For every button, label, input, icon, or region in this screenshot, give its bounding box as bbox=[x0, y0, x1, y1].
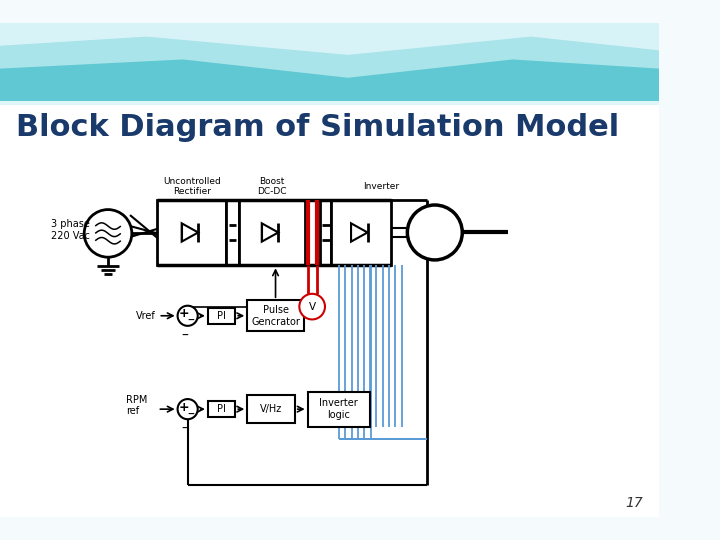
Bar bbox=[158, 199, 226, 266]
Text: –: – bbox=[187, 408, 194, 422]
Text: Boost
DC-DC: Boost DC-DC bbox=[257, 177, 287, 197]
Bar bbox=[307, 392, 370, 427]
Text: V/Hz: V/Hz bbox=[260, 404, 282, 414]
Bar bbox=[247, 300, 304, 332]
Text: 17: 17 bbox=[626, 496, 644, 510]
Bar bbox=[247, 395, 294, 423]
Text: +: + bbox=[179, 401, 189, 414]
Text: PI: PI bbox=[217, 311, 226, 321]
Polygon shape bbox=[0, 23, 659, 124]
Text: Vref: Vref bbox=[135, 311, 156, 321]
Circle shape bbox=[178, 399, 198, 419]
Polygon shape bbox=[0, 100, 659, 105]
Text: +: + bbox=[179, 307, 189, 320]
Text: V: V bbox=[309, 302, 315, 312]
Text: Inverter
logic: Inverter logic bbox=[320, 399, 358, 420]
Bar bbox=[239, 199, 305, 266]
Polygon shape bbox=[0, 100, 659, 517]
Circle shape bbox=[408, 205, 462, 260]
Text: PI: PI bbox=[217, 404, 226, 414]
Bar bbox=[331, 199, 391, 266]
Bar bbox=[208, 401, 235, 417]
Text: Pulse
Gencrator: Pulse Gencrator bbox=[251, 305, 300, 327]
Bar bbox=[320, 199, 331, 266]
Bar bbox=[208, 308, 235, 324]
Text: –: – bbox=[187, 314, 194, 328]
Polygon shape bbox=[0, 23, 659, 55]
Text: –: – bbox=[181, 422, 189, 436]
Text: Block Diagram of Simulation Model: Block Diagram of Simulation Model bbox=[17, 112, 620, 141]
Text: 3 phase
220 Vac: 3 phase 220 Vac bbox=[51, 219, 90, 240]
Polygon shape bbox=[0, 23, 659, 78]
Text: Uncontrolled
Rectifier: Uncontrolled Rectifier bbox=[163, 177, 220, 197]
Bar bbox=[226, 199, 239, 266]
Circle shape bbox=[178, 306, 198, 326]
Text: Inverter: Inverter bbox=[363, 182, 400, 191]
Circle shape bbox=[300, 294, 325, 320]
Circle shape bbox=[84, 210, 132, 257]
Text: RPM
ref: RPM ref bbox=[126, 395, 148, 416]
Text: –: – bbox=[181, 328, 189, 342]
